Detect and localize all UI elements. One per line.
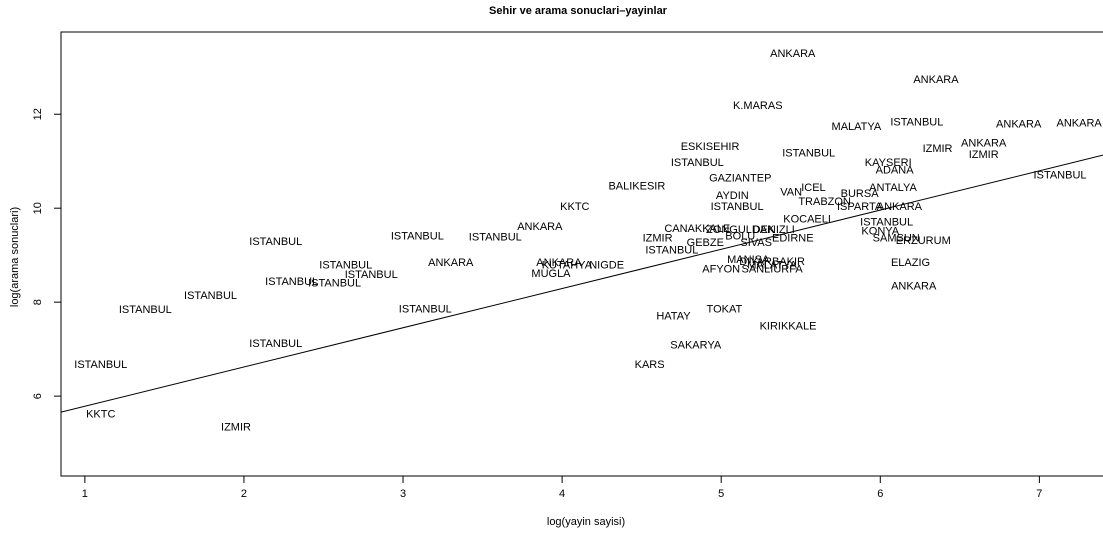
point-label: ISTANBUL: [184, 290, 237, 302]
point-label: ELAZIG: [891, 257, 930, 269]
point-label: TOKAT: [707, 303, 743, 315]
point-label: SAKARYA: [670, 339, 722, 351]
point-label: ISTANBUL: [308, 277, 361, 289]
point-label: ISTANBUL: [860, 216, 913, 228]
point-label: MALATYA: [832, 121, 882, 133]
y-tick-label: 12: [32, 108, 44, 120]
point-label: GEBZE: [687, 237, 724, 249]
point-label: ANKARA: [996, 119, 1042, 131]
point-label: MALATYA: [747, 260, 797, 272]
point-label: IZMIR: [221, 422, 251, 434]
point-label: ISTANBUL: [319, 260, 372, 272]
point-label: ANKARA: [536, 257, 582, 269]
point-label: KKTC: [86, 409, 115, 421]
point-label: ADANA: [876, 165, 915, 177]
y-tick-label: 8: [32, 299, 44, 305]
point-label: AYDIN: [716, 190, 749, 202]
point-label: ISTANBUL: [249, 236, 302, 248]
point-label: BOLU: [725, 230, 755, 242]
point-label: ANKARA: [891, 281, 937, 293]
point-label: ISTANBUL: [249, 338, 302, 350]
point-label: ISTANBUL: [782, 148, 835, 160]
point-label: ANKARA: [961, 137, 1007, 149]
point-label: IZMIR: [923, 143, 953, 155]
point-label: ANTALYA: [869, 182, 917, 194]
point-label: EDIRNE: [772, 232, 814, 244]
point-label: AFYON: [702, 263, 740, 275]
x-tick-label: 3: [400, 488, 406, 500]
point-label: ISTANBUL: [711, 201, 764, 213]
point-label: ISTANBUL: [391, 230, 444, 242]
point-label: ICEL: [801, 182, 825, 194]
point-label: MUGLA: [531, 268, 571, 280]
x-tick-label: 7: [1036, 488, 1042, 500]
point-label: ISTANBUL: [469, 231, 522, 243]
point-label: DENIZLI: [753, 224, 795, 236]
point-label: ANKARA: [770, 48, 816, 60]
point-label: ERZURUM: [896, 235, 951, 247]
point-label: HATAY: [656, 310, 691, 322]
point-label: ANKARA: [913, 74, 959, 86]
point-label: ESKISEHIR: [681, 141, 740, 153]
point-label: SAMSUN: [873, 232, 920, 244]
chart-title: Sehir ve arama sonuclari–yayinlar: [489, 5, 668, 17]
point-label: TRABZON: [798, 196, 851, 208]
point-label: ISTANBUL: [671, 157, 724, 169]
point-label: IZMIR: [643, 232, 673, 244]
point-label: KAYSERI: [865, 157, 912, 169]
point-label: K.MARAS: [733, 100, 783, 112]
y-tick-label: 10: [32, 202, 44, 214]
x-tick-label: 5: [718, 488, 724, 500]
point-label: SIVAS: [740, 237, 772, 249]
point-label: ZONGULDAK: [706, 224, 775, 236]
point-label: ISTANBUL: [399, 303, 452, 315]
point-label: BURSA: [841, 188, 880, 200]
point-label: KIRIKKALE: [760, 321, 817, 333]
point-label: ISTANBUL: [119, 304, 172, 316]
point-label: KUTAHYA: [542, 260, 593, 272]
point-label: KOCAELI: [783, 214, 831, 226]
point-label: KONYA: [861, 226, 899, 238]
point-label: GAZIANTEP: [709, 173, 771, 185]
point-label: KARS: [635, 359, 665, 371]
point-label: ISTANBUL: [345, 269, 398, 281]
point-label: ANKARA: [517, 221, 563, 233]
x-tick-label: 2: [241, 488, 247, 500]
point-label: ANKARA: [428, 257, 474, 269]
x-tick-label: 1: [82, 488, 88, 500]
point-label: ISTANBUL: [645, 245, 698, 257]
point-label: CANAKKALE: [664, 223, 730, 235]
point-label: DIYARBAKIR: [739, 256, 805, 268]
point-label: ANKARA: [1057, 118, 1103, 130]
point-label: NIGDE: [589, 260, 624, 272]
point-label: SANLIURFA: [742, 263, 804, 275]
point-label: ISTANBUL: [890, 116, 943, 128]
x-axis-label: log(yayin sayisi): [547, 516, 625, 528]
point-label: VAN: [780, 187, 802, 199]
point-label: MANISA: [727, 254, 770, 266]
point-label: ISTANBUL: [74, 359, 127, 371]
y-tick-label: 6: [32, 393, 44, 399]
regression-line: [60, 154, 1103, 413]
x-tick-label: 4: [559, 488, 565, 500]
point-label: ANKARA: [877, 201, 923, 213]
point-label: BALIKESIR: [608, 181, 665, 193]
point-label: KKTC: [560, 201, 589, 213]
x-tick-label: 6: [877, 488, 883, 500]
point-label: ISTANBUL: [265, 276, 318, 288]
point-label: IZMIR: [969, 149, 999, 161]
point-label: ISTANBUL: [1034, 169, 1087, 181]
point-label: ISPARTA: [837, 201, 883, 213]
y-axis-label: log(arama sonuclari): [9, 207, 21, 307]
plot-frame: [60, 31, 1103, 477]
